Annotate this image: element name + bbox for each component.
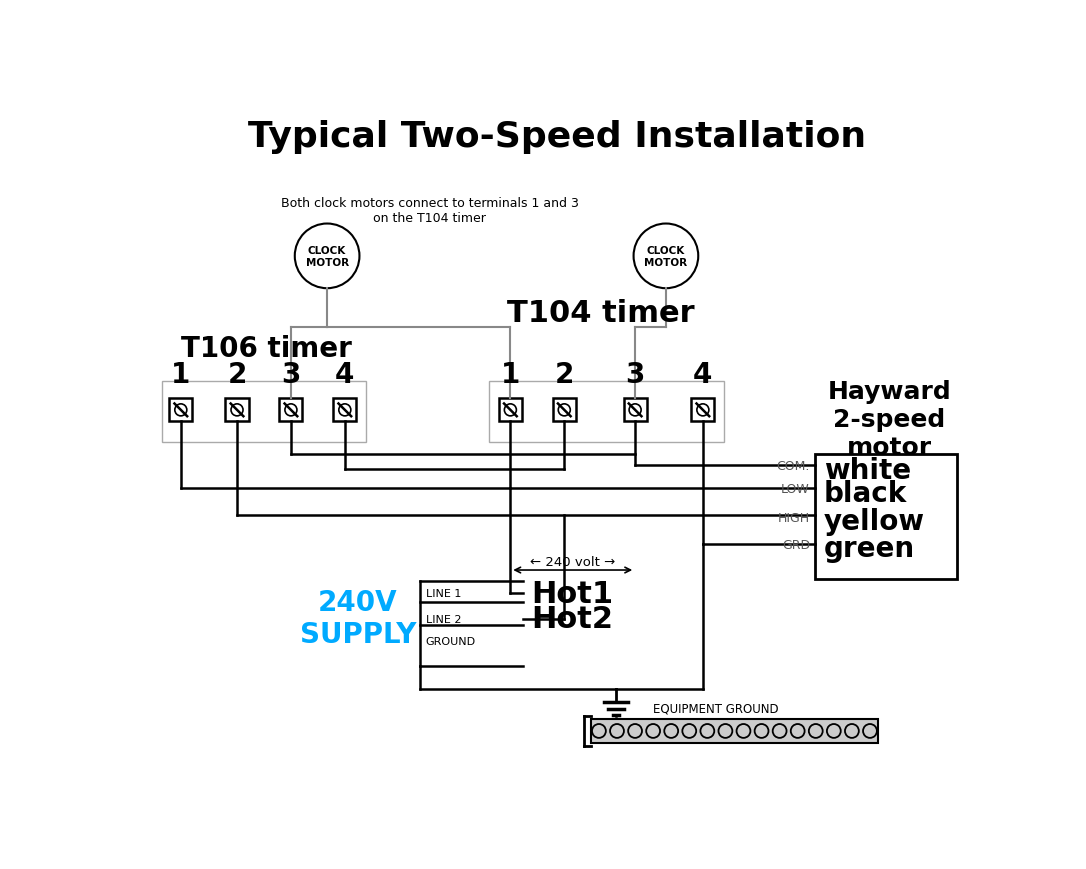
Text: T104 timer: T104 timer	[506, 299, 694, 328]
Text: LINE 1: LINE 1	[426, 588, 462, 599]
Text: Typical Two-Speed Installation: Typical Two-Speed Installation	[248, 120, 866, 154]
Text: T106 timer: T106 timer	[180, 335, 352, 363]
Bar	[623, 399, 646, 422]
Text: 4: 4	[693, 361, 712, 388]
Bar	[162, 381, 366, 442]
Bar	[489, 381, 723, 442]
Text: GRD: GRD	[782, 539, 810, 552]
Bar	[553, 399, 576, 422]
Bar	[498, 399, 522, 422]
Text: 2: 2	[555, 361, 574, 388]
Text: Hot1: Hot1	[531, 579, 614, 608]
Circle shape	[294, 224, 359, 289]
Bar	[169, 399, 192, 422]
Text: CLOCK: CLOCK	[308, 246, 346, 256]
Text: COM.: COM.	[776, 460, 810, 472]
Text: MOTOR: MOTOR	[305, 258, 349, 268]
Text: 2: 2	[227, 361, 247, 388]
Text: 3: 3	[626, 361, 645, 388]
Text: yellow: yellow	[824, 507, 925, 535]
Text: Hayward
2-speed
motor: Hayward 2-speed motor	[828, 380, 951, 459]
Bar	[333, 399, 356, 422]
Text: 4: 4	[336, 361, 354, 388]
Bar	[692, 399, 715, 422]
Text: LOW: LOW	[781, 482, 810, 495]
Text: 1: 1	[501, 361, 520, 388]
Text: HIGH: HIGH	[778, 512, 810, 525]
Text: EQUIPMENT GROUND: EQUIPMENT GROUND	[653, 702, 779, 715]
Text: MOTOR: MOTOR	[644, 258, 687, 268]
Text: Hot2: Hot2	[531, 604, 614, 634]
Bar	[279, 399, 303, 422]
Text: CLOCK: CLOCK	[647, 246, 685, 256]
Text: green: green	[824, 534, 914, 563]
Text: GROUND: GROUND	[426, 636, 476, 647]
Bar	[814, 454, 957, 580]
Text: 1: 1	[172, 361, 190, 388]
Text: white: white	[824, 456, 911, 484]
Bar	[591, 720, 877, 743]
Text: ← 240 volt →: ← 240 volt →	[530, 556, 616, 569]
Text: 240V
SUPPLY: 240V SUPPLY	[300, 588, 416, 648]
Text: Both clock motors connect to terminals 1 and 3
on the T104 timer: Both clock motors connect to terminals 1…	[280, 196, 579, 224]
Text: black: black	[824, 480, 907, 507]
Bar	[226, 399, 249, 422]
Text: LINE 2: LINE 2	[426, 614, 462, 624]
Text: 3: 3	[281, 361, 301, 388]
Circle shape	[633, 224, 698, 289]
